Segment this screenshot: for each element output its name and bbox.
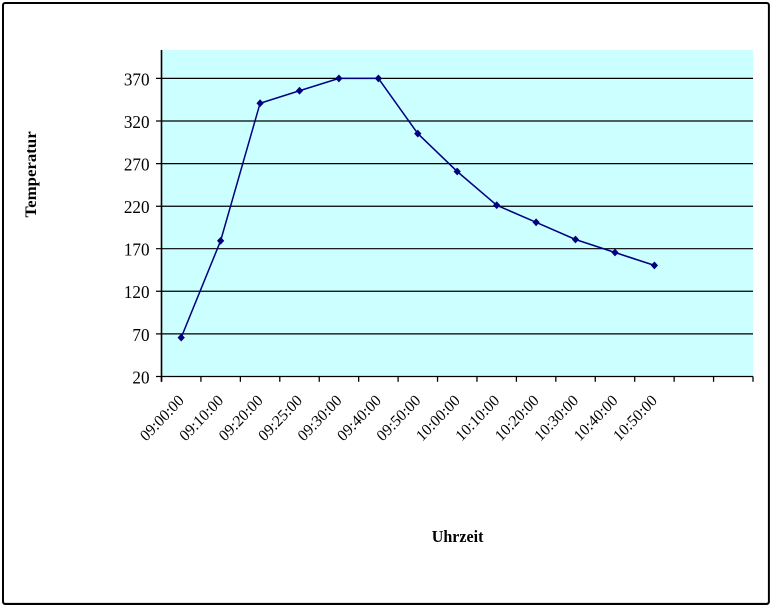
svg-text:70: 70 bbox=[132, 324, 149, 344]
svg-text:370: 370 bbox=[124, 69, 150, 89]
svg-text:120: 120 bbox=[124, 282, 150, 302]
svg-text:220: 220 bbox=[124, 197, 150, 217]
svg-text:320: 320 bbox=[124, 112, 150, 132]
svg-text:Temperatur: Temperatur bbox=[21, 131, 40, 217]
svg-text:20: 20 bbox=[132, 367, 149, 387]
svg-text:Uhrzeit: Uhrzeit bbox=[432, 526, 484, 545]
svg-text:170: 170 bbox=[124, 239, 150, 259]
svg-text:270: 270 bbox=[124, 154, 150, 174]
